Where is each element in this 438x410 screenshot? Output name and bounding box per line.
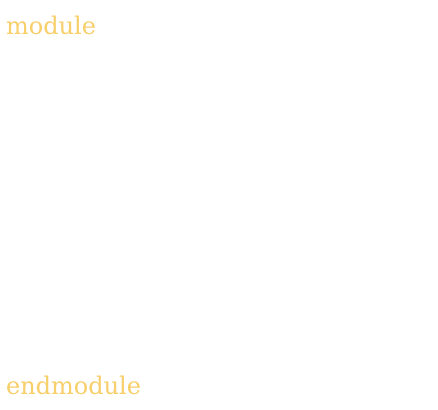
module-keyword: module bbox=[6, 12, 96, 40]
endmodule-keyword: endmodule bbox=[6, 372, 141, 400]
